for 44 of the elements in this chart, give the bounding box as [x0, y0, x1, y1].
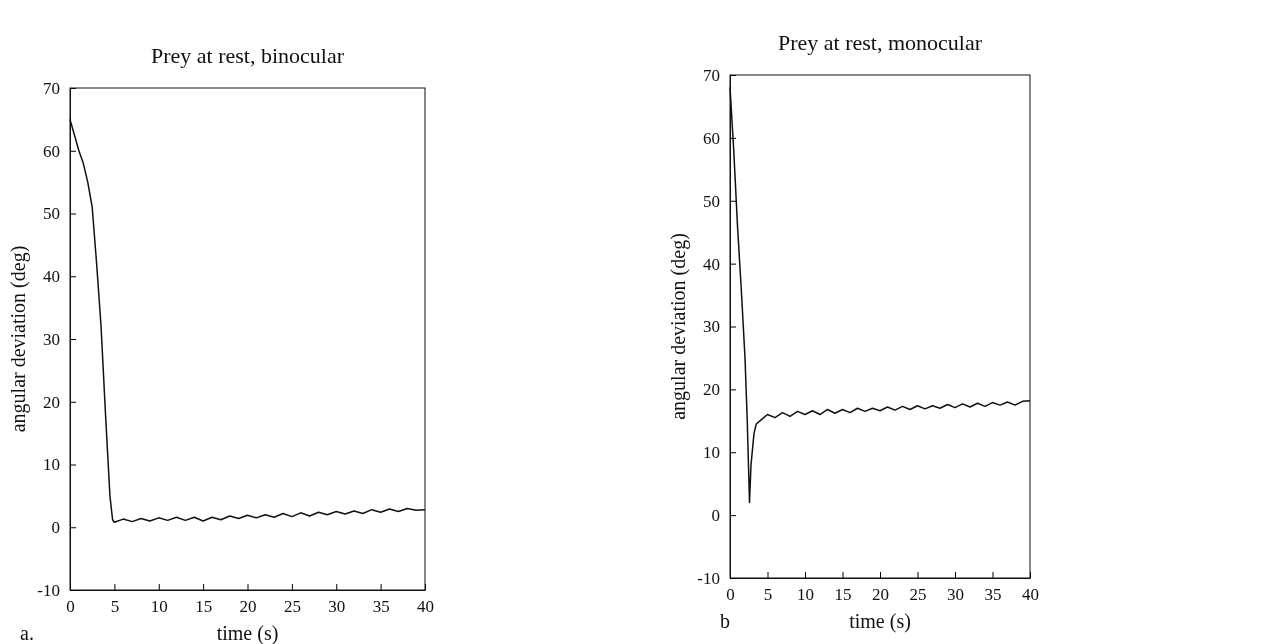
x-tick-label: 25 — [909, 585, 927, 605]
x-axis-title: time (s) — [849, 610, 911, 633]
y-tick-label: 60 — [43, 141, 60, 161]
y-tick-label: -10 — [697, 568, 720, 588]
y-tick-label: 70 — [703, 65, 720, 85]
x-tick-label: 15 — [834, 585, 852, 605]
y-tick-label: 40 — [43, 267, 60, 287]
x-tick-label: 0 — [66, 597, 75, 617]
y-tick-label: 30 — [43, 329, 60, 349]
x-tick-label: 10 — [150, 597, 168, 617]
y-tick-label: 40 — [703, 254, 720, 274]
y-tick-label: 20 — [43, 392, 60, 412]
x-tick-label: 20 — [872, 585, 889, 605]
x-tick-label: 0 — [726, 585, 735, 605]
y-tick-label: 50 — [43, 204, 60, 224]
x-tick-label: 40 — [417, 597, 434, 617]
x-tick-label: 35 — [372, 597, 390, 617]
x-tick-label: 30 — [947, 585, 964, 605]
x-axis-title: time (s) — [216, 622, 279, 644]
y-tick-label: -10 — [37, 580, 60, 600]
y-axis-title: angular deviation (deg) — [667, 233, 690, 420]
text: b — [720, 610, 730, 632]
x-tick-label: 25 — [283, 597, 301, 617]
text: a. — [20, 622, 34, 644]
y-tick-label: 60 — [703, 128, 720, 148]
y-axis-title: angular deviation (deg) — [7, 245, 30, 433]
x-tick-label: 5 — [110, 597, 120, 617]
chart-title: Prey at rest, binocular — [150, 43, 345, 68]
y-tick-label: 20 — [703, 380, 720, 400]
x-tick-label: 30 — [328, 597, 346, 617]
y-tick-label: 30 — [703, 317, 720, 337]
x-tick-label: 35 — [984, 585, 1002, 605]
y-tick-label: 10 — [703, 443, 720, 463]
y-tick-label: 10 — [43, 455, 60, 475]
y-tick-label: 50 — [703, 191, 720, 211]
x-tick-label: 40 — [1022, 585, 1039, 605]
y-tick-label: 0 — [711, 506, 720, 526]
chart-title: Prey at rest, monocular — [777, 30, 983, 55]
x-tick-label: 15 — [195, 597, 213, 617]
x-tick-label: 20 — [239, 597, 257, 617]
x-tick-label: 10 — [797, 585, 814, 605]
y-tick-label: 0 — [51, 518, 60, 538]
y-tick-label: 70 — [43, 78, 60, 98]
x-tick-label: 5 — [763, 585, 773, 605]
